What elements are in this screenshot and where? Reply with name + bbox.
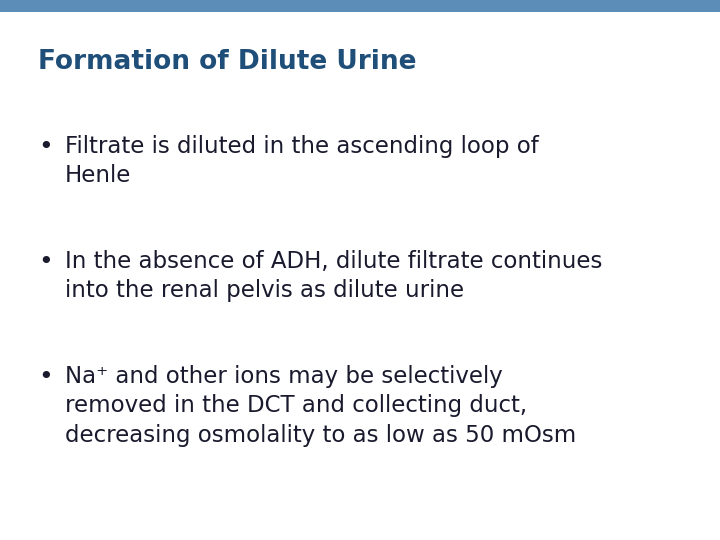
Text: Filtrate is diluted in the ascending loop of
Henle: Filtrate is diluted in the ascending loo… xyxy=(65,135,539,187)
Text: Na⁺ and other ions may be selectively
removed in the DCT and collecting duct,
de: Na⁺ and other ions may be selectively re… xyxy=(65,365,576,447)
Text: Formation of Dilute Urine: Formation of Dilute Urine xyxy=(38,49,416,75)
Text: In the absence of ADH, dilute filtrate continues
into the renal pelvis as dilute: In the absence of ADH, dilute filtrate c… xyxy=(65,250,603,302)
Text: •: • xyxy=(38,365,53,389)
Text: •: • xyxy=(38,250,53,274)
Bar xyxy=(0,0,720,12)
Text: •: • xyxy=(38,135,53,159)
